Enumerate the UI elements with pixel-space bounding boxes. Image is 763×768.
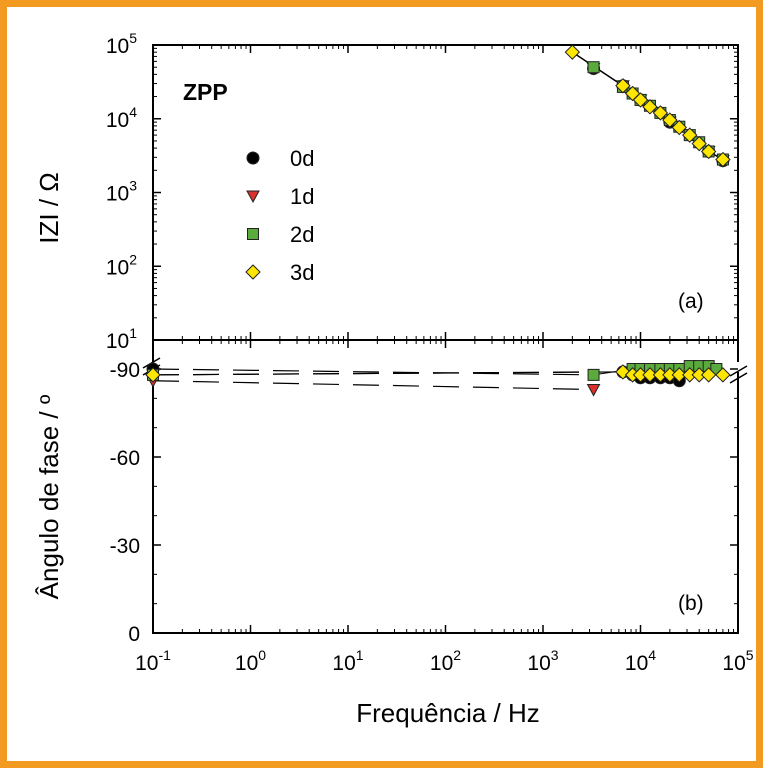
chart-title: ZPP	[183, 79, 228, 105]
point-3d	[632, 92, 649, 108]
phase-point-1d	[586, 384, 601, 397]
series-markers	[145, 44, 731, 397]
y-tick-label: 101	[106, 325, 137, 353]
point-3d	[715, 151, 731, 168]
x-tick-label: 102	[430, 647, 461, 675]
legend-marker-2d	[247, 228, 259, 240]
point-3d	[652, 105, 669, 121]
x-tick-label: 103	[527, 647, 558, 675]
y-tick-label: 103	[106, 178, 137, 206]
phase-dashed-line-3d	[152, 371, 623, 376]
legend-label: 2d	[290, 222, 314, 247]
x-axis-title: Frequência / Hz	[356, 698, 540, 728]
legend-label: 1d	[290, 184, 314, 209]
legend-label: 3d	[290, 260, 314, 285]
phase-point-2d	[587, 368, 600, 381]
y-axis-title-top: IZI / Ω	[34, 172, 64, 243]
y-tick-label: 0	[128, 623, 140, 646]
legend-marker-0d	[246, 151, 260, 165]
point-2d	[587, 61, 600, 74]
y-tick-label: -90	[110, 359, 140, 382]
point-3d	[700, 143, 717, 160]
phase-dashed-line-1d	[152, 380, 594, 391]
point-3d	[662, 112, 678, 128]
legend-label: 0d	[290, 146, 314, 171]
panel-label-a: (a)	[678, 290, 704, 313]
x-tick-label: 10-1	[135, 647, 171, 675]
point-3d	[615, 78, 631, 94]
phase-point-3d	[700, 367, 717, 383]
y-tick-label: 105	[106, 30, 137, 58]
y-tick-label: -30	[110, 535, 140, 558]
x-tick-labels: 10-1 100 101 102 103 104 105	[135, 647, 754, 675]
y-tick-label: -60	[110, 447, 140, 470]
x-tick-label: 104	[625, 647, 656, 675]
y-tick-label: 104	[106, 104, 137, 132]
phase-dashed-line-0d	[152, 368, 594, 376]
x-tick-label: 105	[722, 647, 753, 675]
legend-marker-3d	[245, 264, 261, 280]
y-tick-labels-bottom: 0 -30 -60 -90	[110, 359, 140, 646]
axis-break-right	[729, 362, 748, 384]
y-tick-labels-top: 101 102 103 104 105	[106, 30, 137, 353]
point-3d	[642, 99, 658, 115]
phase-point-3d	[145, 367, 161, 383]
plot-area-top	[152, 44, 739, 341]
legend-marker-1d	[246, 190, 260, 204]
point-3d	[671, 119, 688, 136]
y-axis-title-bottom: Ângulo de fase / º	[34, 394, 64, 599]
x-tick-label: 100	[235, 647, 266, 675]
legend: 0d 1d 2d 3d	[245, 146, 314, 285]
phase-point-3d	[671, 367, 688, 383]
phase-point-3d	[715, 367, 731, 383]
y-tick-label: 102	[106, 251, 137, 279]
x-tick-label: 101	[332, 647, 363, 675]
panel-label-b: (b)	[678, 592, 704, 615]
point-3d	[564, 44, 581, 60]
point-3d	[682, 127, 698, 143]
point-3d	[691, 135, 707, 152]
phase-point-3d	[642, 367, 658, 383]
axis-ticks	[152, 44, 739, 634]
